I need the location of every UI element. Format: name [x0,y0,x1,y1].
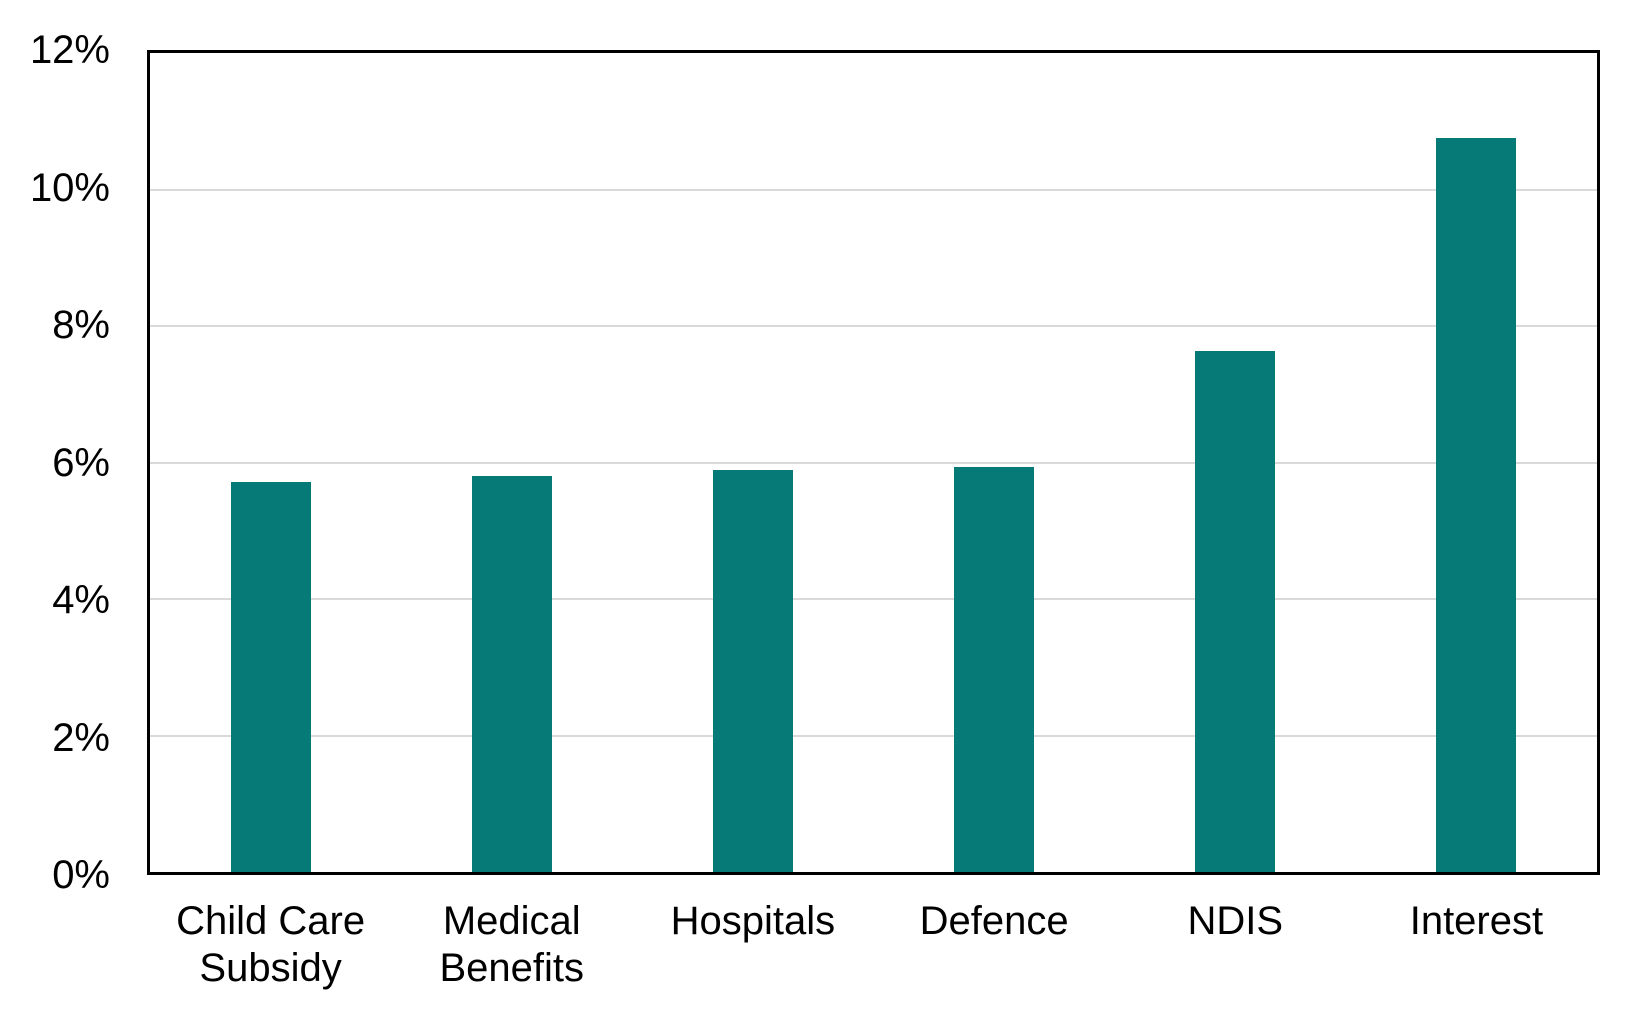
y-tick-label: 8% [52,303,110,347]
x-category-label: Child Care Subsidy [176,899,366,990]
gridline [150,461,1597,464]
bar [954,467,1035,872]
x-category-label: Interest [1409,899,1544,943]
gridline [150,734,1597,737]
bar [712,470,793,872]
gridline [150,598,1597,600]
y-tick-label: 10% [29,165,110,210]
bar [230,481,311,872]
y-tick-label: 0% [52,853,110,897]
x-axis-category-labels: Child Care Subsidy Medical Benefits Hospit… [147,898,1600,1018]
x-category-label: Hospitals [670,899,836,943]
y-tick-label: 6% [52,440,110,485]
y-tick-label: 2% [52,715,110,760]
y-tick-label: 12% [29,28,110,72]
x-category-label: Defence [919,899,1069,943]
y-tick-label: 4% [52,578,110,622]
bar [1195,350,1276,872]
y-axis-tick-labels: 0% 2% 4% 6% 8% 10% 12% [0,0,110,1023]
x-category-label: NDIS [1187,899,1284,943]
bar [1436,138,1517,872]
gridline [150,188,1597,191]
gridline [150,325,1597,327]
bar [471,476,552,872]
x-category-label: Medical Benefits [439,899,585,990]
plot-area [147,50,1600,875]
